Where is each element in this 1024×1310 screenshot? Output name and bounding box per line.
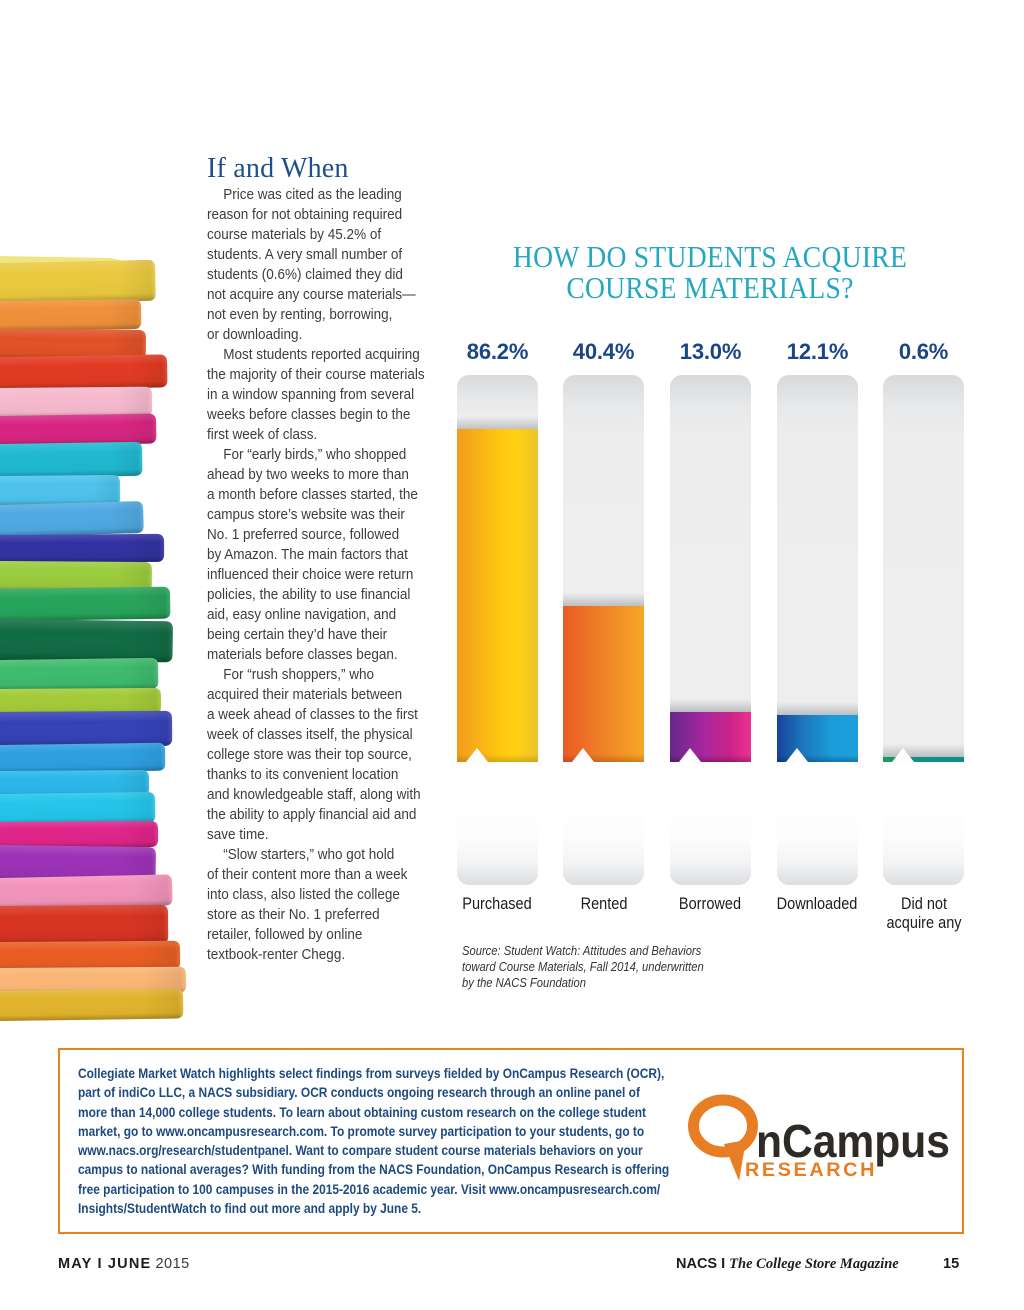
- svg-text:nCampus: nCampus: [756, 1115, 950, 1167]
- svg-text:RESEARCH: RESEARCH: [745, 1160, 877, 1181]
